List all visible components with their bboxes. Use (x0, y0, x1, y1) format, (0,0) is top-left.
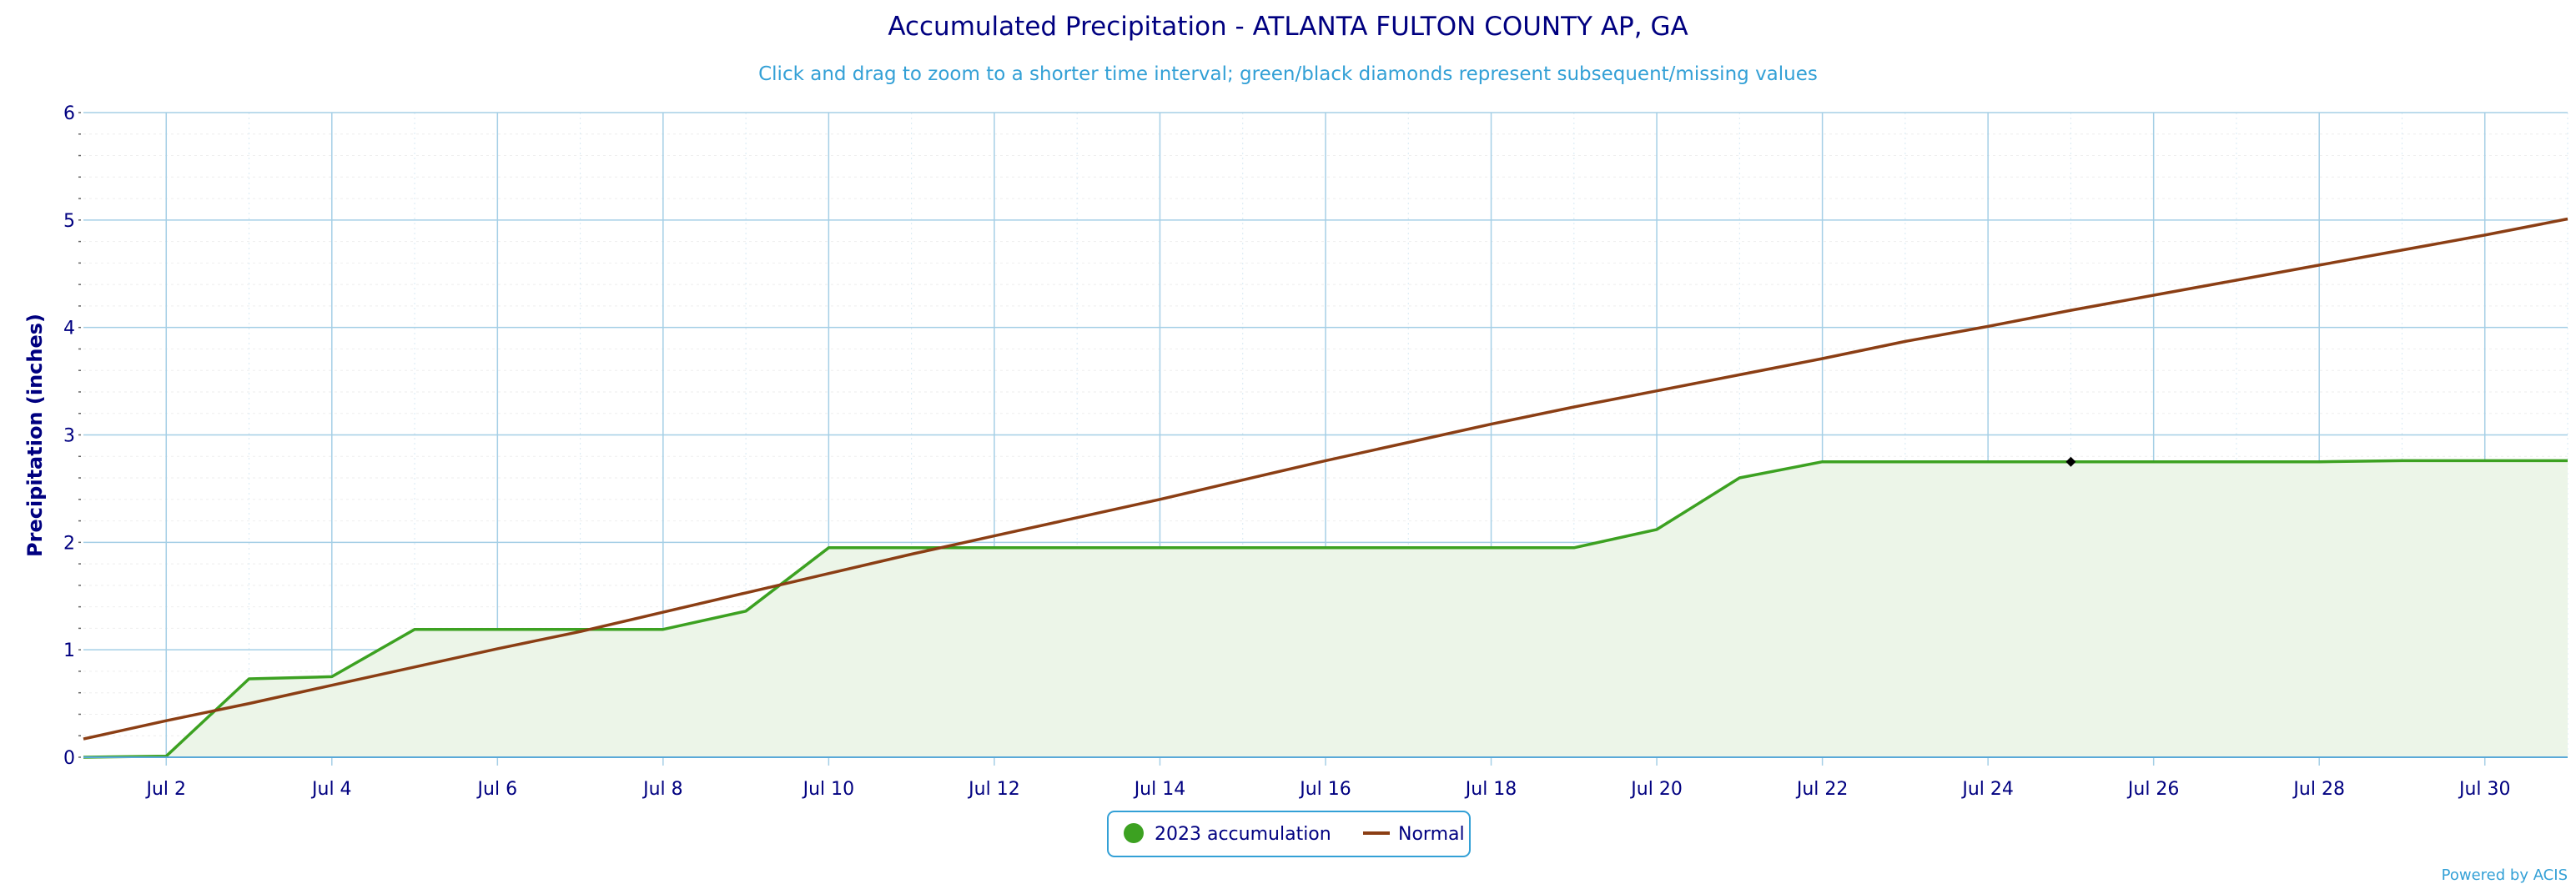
x-tick-label: Jul 30 (2458, 779, 2511, 800)
legend-label-2023-accumulation: 2023 accumulation (1155, 824, 1331, 845)
series-line-2023-accumulation (83, 459, 2568, 759)
y-tick-label: 3 (63, 426, 75, 447)
y-axis-tick-labels: 0 1 2 3 4 5 6 (63, 103, 75, 769)
x-tick-label: Jul 6 (476, 779, 518, 800)
y-tick-label: 2 (63, 533, 75, 554)
x-tick-label: Jul 22 (1795, 779, 1849, 800)
y-tick-label: 0 (63, 748, 75, 769)
legend-circle-icon (1124, 823, 1144, 843)
y-tick-label: 5 (63, 211, 75, 232)
chart-subtitle: Click and drag to zoom to a shorter time… (758, 63, 1818, 85)
missing-value-diamond-marker (2065, 456, 2076, 467)
x-tick-label: Jul 16 (1298, 779, 1351, 800)
x-tick-label: Jul 12 (967, 779, 1020, 800)
chart-legend[interactable]: 2023 accumulation Normal (1107, 811, 1471, 857)
x-tick-label: Jul 24 (1960, 779, 2014, 800)
x-tick-label: Jul 14 (1133, 779, 1186, 800)
x-tick-label: Jul 4 (310, 779, 352, 800)
series-area-2023-accumulation (83, 460, 2568, 757)
legend-item-normal[interactable]: Normal (1363, 824, 1465, 845)
chart-title: Accumulated Precipitation - ATLANTA FULT… (888, 12, 1688, 42)
x-tick-label: Jul 2 (144, 779, 186, 800)
x-tick-label: Jul 20 (1629, 779, 1683, 800)
y-tick-label: 6 (63, 103, 75, 124)
credit-link[interactable]: Powered by ACIS (2442, 866, 2568, 884)
x-tick-label: Jul 10 (802, 779, 855, 800)
y-axis-title: Precipitation (inches) (23, 314, 47, 557)
legend-box (1107, 811, 1471, 857)
series-line-normal (83, 217, 2568, 741)
legend-item-2023-accumulation[interactable]: 2023 accumulation (1124, 823, 1331, 845)
x-tick-label: Jul 8 (641, 779, 683, 800)
x-tick-label: Jul 28 (2292, 779, 2345, 800)
y-tick-label: 1 (63, 640, 75, 661)
series-layer (83, 217, 2568, 759)
x-tick-label: Jul 18 (1464, 779, 1517, 800)
axes-layer (78, 112, 2568, 766)
legend-label-normal: Normal (1398, 824, 1465, 845)
x-axis-tick-labels: Jul 2 Jul 4 Jul 6 Jul 8 Jul 10 Jul 12 Jul 14 Ju… (144, 779, 2510, 800)
y-tick-label: 4 (63, 319, 75, 339)
x-tick-label: Jul 26 (2126, 779, 2180, 800)
